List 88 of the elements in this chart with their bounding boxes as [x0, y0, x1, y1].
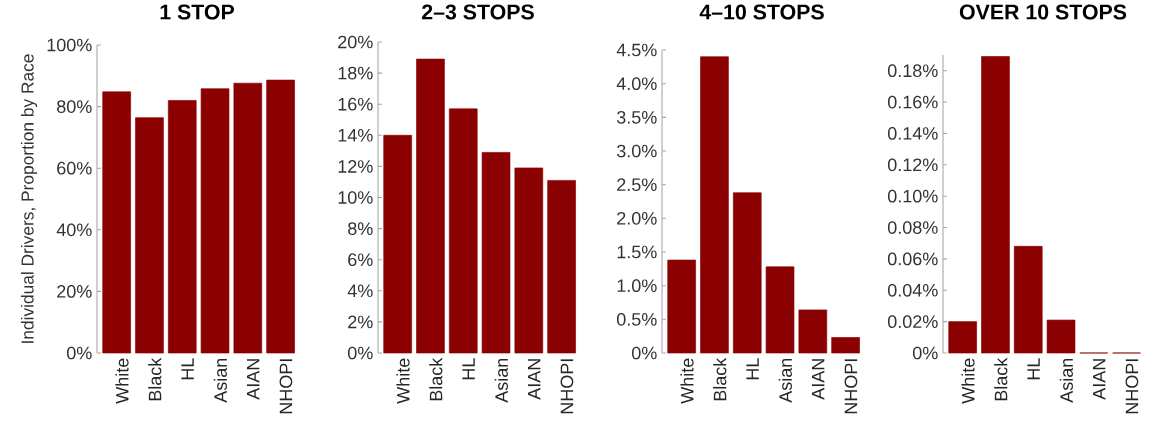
y-tick-label: 0% — [66, 346, 92, 360]
y-tick-label: 4.0% — [616, 77, 657, 91]
x-tick-label: HL — [1027, 358, 1040, 380]
x-tick-label: HL — [462, 358, 475, 380]
chart-title: 2–3 STOPS — [422, 4, 534, 20]
x-tick-label: White — [396, 358, 410, 404]
x-tick-label: Asian — [213, 358, 227, 403]
bar — [732, 192, 762, 354]
bar — [448, 108, 478, 354]
chart-title: OVER 10 STOPS — [959, 4, 1127, 20]
x-tick-label: NHOPI — [560, 359, 574, 414]
y-tick-label: 0.08% — [887, 221, 938, 234]
bar — [200, 88, 230, 354]
y-tick-label: 0% — [912, 346, 938, 360]
y-tick-label: 2.5% — [617, 178, 657, 192]
y-tick-label: 0% — [631, 346, 657, 360]
y-tick-label: 0.02% — [887, 315, 938, 328]
y-tick-label: 1.5% — [617, 245, 657, 259]
y-tick-label: 0.18% — [887, 64, 938, 78]
y-tick-label: 4% — [347, 284, 373, 298]
x-tick-label: Black — [429, 357, 443, 401]
y-tick-label: 0.06% — [887, 252, 938, 266]
chart-title: 1 STOP — [160, 4, 235, 20]
bar — [102, 91, 131, 354]
y-tick-label: 0.12% — [887, 158, 938, 172]
bar — [981, 56, 1010, 354]
y-tick-label: 0.04% — [887, 283, 938, 297]
y-tick-label: 3.0% — [616, 144, 657, 158]
bar — [1013, 246, 1043, 354]
bar — [135, 117, 164, 354]
y-tick-label: 0.5% — [616, 312, 657, 326]
bar — [765, 266, 795, 354]
x-tick-label: HL — [181, 358, 194, 380]
x-tick-label: Asian — [494, 358, 508, 403]
y-tick-label: 4.5% — [616, 43, 657, 57]
bar — [667, 259, 696, 354]
y-tick-label: 3.5% — [616, 110, 657, 124]
x-tick-label: Black — [994, 357, 1008, 401]
y-tick-label: 0.14% — [887, 127, 938, 140]
bar — [233, 82, 263, 354]
bar — [700, 56, 729, 354]
y-tick-label: 80% — [57, 100, 92, 113]
x-tick-label: AIAN — [1092, 359, 1106, 400]
chart-title: 4–10 STOPS — [699, 4, 824, 20]
x-tick-label: AIAN — [811, 359, 825, 400]
bar — [514, 167, 544, 354]
x-tick-label: HL — [746, 358, 759, 380]
bar — [481, 152, 511, 354]
x-tick-label: NHOPI — [279, 359, 293, 414]
y-tick-label: 8% — [348, 222, 373, 235]
x-tick-label: White — [115, 358, 129, 404]
y-tick-label: 10% — [338, 191, 373, 204]
y-tick-label: 60% — [57, 161, 92, 175]
bar — [798, 309, 828, 354]
x-tick-label: AIAN — [527, 359, 541, 400]
y-tick-label: 20% — [57, 285, 92, 298]
y-tick-label: 100% — [47, 38, 92, 52]
y-tick-label: 40% — [56, 223, 92, 237]
y-tick-label: 2.0% — [617, 211, 657, 225]
y-tick-label: 12% — [338, 160, 373, 173]
bar — [266, 79, 295, 354]
x-tick-label: Black — [713, 357, 727, 401]
bar — [167, 100, 197, 354]
y-tick-label: 14% — [338, 129, 373, 142]
y-tick-label: 2% — [348, 315, 373, 329]
x-tick-label: Black — [148, 357, 162, 401]
y-tick-label: 0.16% — [887, 95, 938, 109]
bar — [383, 134, 412, 354]
y-tick-label: 16% — [338, 97, 373, 111]
bar — [416, 58, 445, 354]
bar — [831, 337, 860, 354]
y-tick-label: 18% — [338, 66, 373, 80]
x-tick-label: Asian — [778, 358, 792, 403]
bar — [547, 180, 576, 354]
y-axis-title: Individual Drivers, Proportion by Race — [20, 54, 38, 343]
bar — [1046, 319, 1076, 354]
y-tick-label: 20% — [338, 35, 373, 49]
y-tick-label: 1.0% — [617, 279, 657, 293]
y-tick-label: 6% — [348, 253, 373, 267]
x-tick-label: White — [961, 358, 975, 404]
x-tick-label: AIAN — [246, 359, 260, 400]
x-tick-label: NHOPI — [1125, 359, 1139, 414]
x-tick-label: Asian — [1059, 358, 1073, 403]
bar — [948, 321, 977, 354]
y-tick-label: 0% — [347, 346, 373, 360]
y-tick-label: 0.10% — [887, 189, 938, 203]
x-tick-label: NHOPI — [844, 359, 858, 414]
x-tick-label: White — [680, 358, 694, 404]
